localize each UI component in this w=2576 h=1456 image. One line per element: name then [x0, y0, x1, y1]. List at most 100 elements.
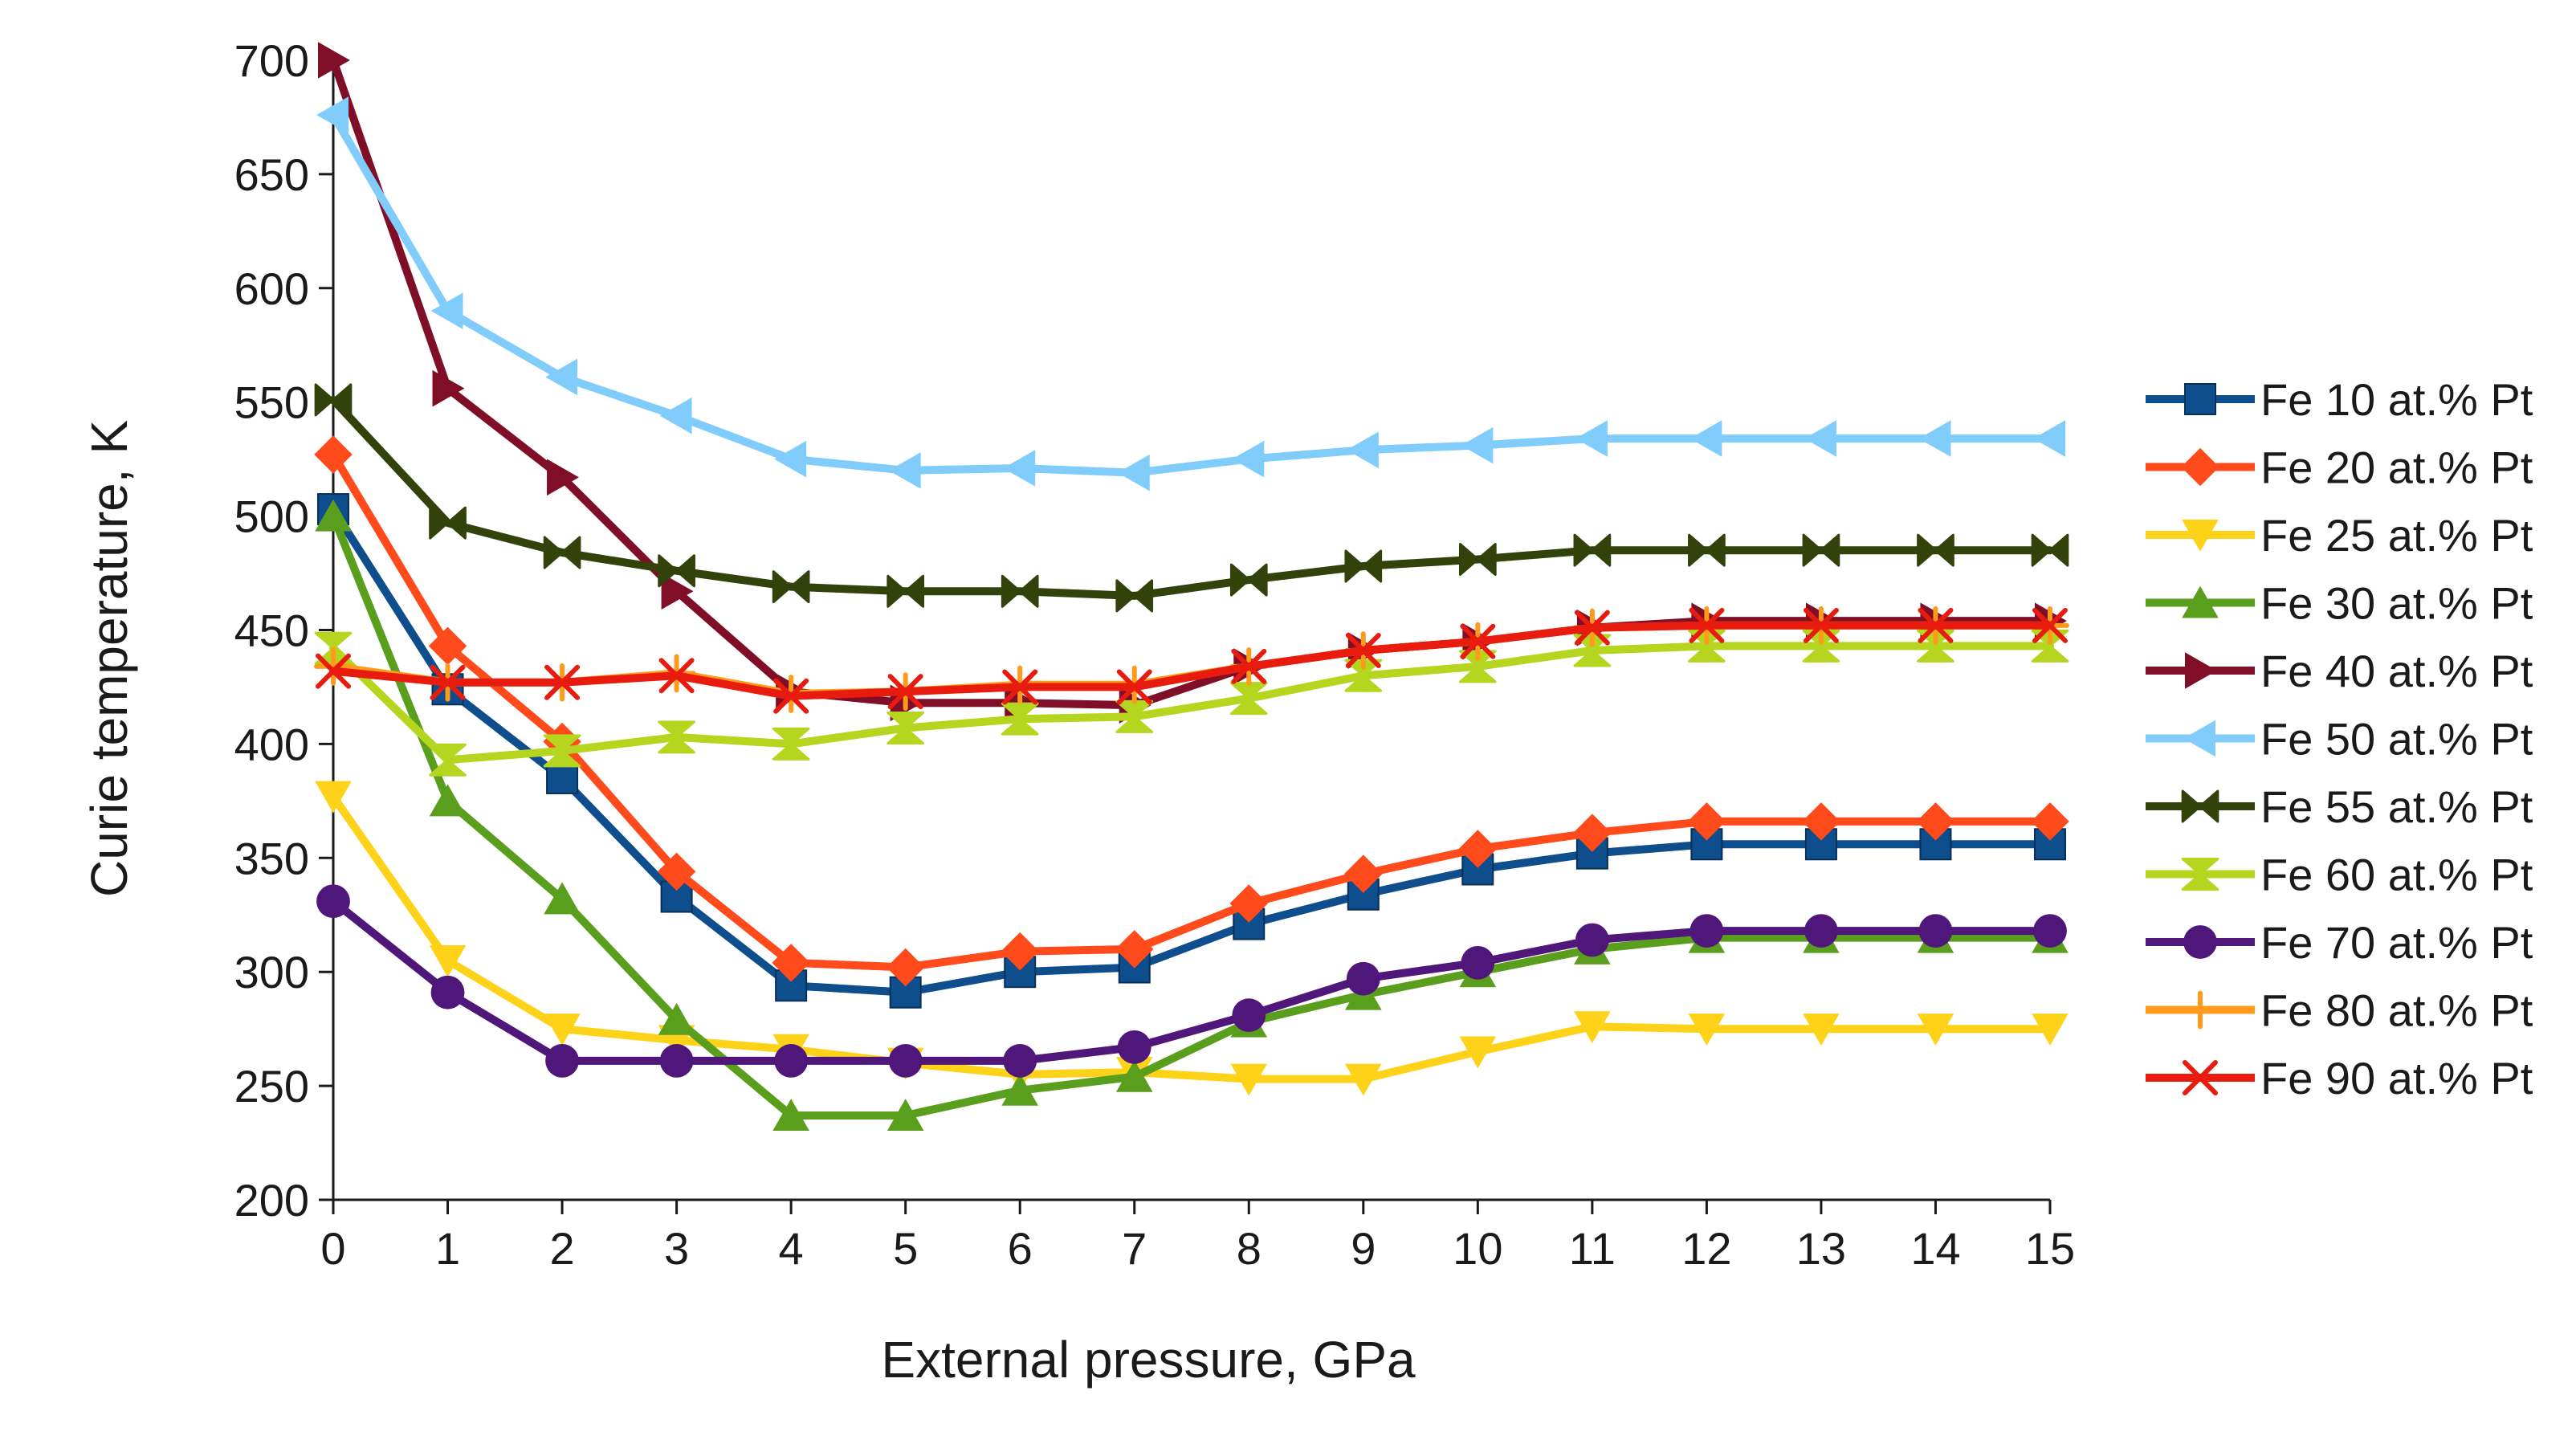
data-point	[314, 647, 353, 686]
y-tick-label: 500	[234, 491, 309, 542]
data-point	[1232, 998, 1266, 1033]
y-tick-label: 250	[234, 1061, 309, 1111]
legend-marker	[2183, 720, 2215, 757]
data-point	[543, 536, 581, 569]
series-line	[329, 512, 2054, 1120]
legend-marker	[2181, 447, 2219, 487]
data-point	[2032, 607, 2068, 643]
y-tick-label: 600	[234, 263, 309, 314]
legend-item: Fe 40 at.% Pt	[2146, 646, 2533, 696]
data-point	[429, 506, 467, 540]
legend-marker	[2181, 990, 2219, 1030]
data-point	[1229, 884, 1269, 923]
series-group	[314, 435, 2069, 987]
data-point	[1802, 802, 1840, 841]
data-point	[1229, 682, 1268, 716]
series-group	[314, 383, 2069, 613]
data-point	[888, 1043, 923, 1078]
data-point	[1803, 607, 1839, 643]
legend-marker	[2182, 585, 2219, 618]
data-point	[1001, 932, 1039, 971]
y-tick-label: 400	[234, 719, 309, 769]
data-point	[887, 1099, 924, 1131]
legend-marker	[2183, 925, 2217, 959]
data-point	[1458, 830, 1498, 868]
y-tick-label: 450	[234, 606, 309, 656]
series-line	[329, 897, 2054, 1065]
legend-item: Fe 20 at.% Pt	[2146, 443, 2533, 493]
data-point	[772, 1099, 809, 1131]
data-point	[1917, 533, 1954, 567]
data-point	[316, 884, 350, 919]
data-point	[1575, 420, 1608, 457]
data-point	[1458, 650, 1497, 683]
data-point	[1918, 607, 1954, 643]
data-point	[1574, 1011, 1611, 1044]
series-group	[315, 499, 2069, 1131]
data-point	[1003, 450, 1036, 487]
y-tick-label: 650	[234, 149, 309, 200]
data-point	[1345, 633, 1381, 669]
data-point	[1461, 945, 1495, 980]
data-point	[430, 975, 465, 1009]
data-point	[1460, 623, 1496, 659]
series-line	[329, 621, 2054, 700]
data-point	[1232, 440, 1265, 478]
x-tick-label: 3	[664, 1223, 689, 1274]
plot-area	[314, 42, 2069, 1131]
data-point	[1688, 533, 1726, 567]
data-point	[428, 626, 467, 666]
data-point	[1804, 420, 1836, 457]
data-point	[429, 743, 467, 777]
data-point	[545, 358, 578, 396]
data-point	[315, 499, 352, 532]
x-tick-label: 6	[1008, 1223, 1033, 1274]
data-point	[658, 554, 695, 588]
data-point	[886, 948, 925, 987]
data-point	[774, 1043, 809, 1078]
series-group	[314, 629, 2069, 777]
legend-label: Fe 70 at.% Pt	[2260, 917, 2533, 968]
data-point	[1116, 669, 1152, 705]
legend-marker	[2184, 383, 2216, 415]
y-axis-title: Curie temperature, K	[80, 420, 138, 897]
data-point	[772, 727, 810, 761]
data-point	[774, 440, 807, 478]
data-point	[545, 1043, 579, 1078]
data-point	[887, 674, 923, 710]
legend-label: Fe 40 at.% Pt	[2260, 646, 2533, 696]
data-point	[314, 383, 353, 417]
series-group	[316, 607, 2068, 714]
legend-item: Fe 50 at.% Pt	[2146, 714, 2533, 765]
x-tick-label: 13	[1796, 1223, 1846, 1274]
x-tick-label: 14	[1910, 1223, 1960, 1274]
series-group	[316, 96, 2065, 491]
legend-marker	[2181, 789, 2219, 823]
legend-item: Fe 10 at.% Pt	[2146, 374, 2533, 425]
data-point	[547, 459, 579, 496]
legend-label: Fe 30 at.% Pt	[2260, 578, 2533, 629]
data-point	[661, 573, 694, 610]
series-line	[329, 111, 2054, 477]
x-tick-label: 7	[1122, 1223, 1147, 1274]
data-point	[1689, 607, 1725, 643]
series-line	[329, 395, 2054, 600]
data-point	[1115, 1059, 1153, 1092]
data-point	[1803, 1013, 1840, 1046]
data-point	[2033, 914, 2067, 948]
data-point	[1575, 923, 1609, 957]
y-tick-label: 300	[234, 947, 309, 997]
data-point	[316, 653, 351, 689]
legend-item: Fe 25 at.% Pt	[2146, 510, 2533, 561]
legend: Fe 10 at.% Pt Fe 20 at.% Pt Fe 25 at.% Pt F…	[2146, 374, 2533, 1103]
legend-label: Fe 50 at.% Pt	[2260, 714, 2533, 765]
data-point	[544, 664, 581, 700]
data-point	[1458, 543, 1497, 577]
legend-label: Fe 90 at.% Pt	[2260, 1053, 2533, 1103]
data-point	[1001, 574, 1039, 608]
legend-item: Fe 70 at.% Pt	[2146, 917, 2533, 968]
data-point	[658, 658, 695, 694]
